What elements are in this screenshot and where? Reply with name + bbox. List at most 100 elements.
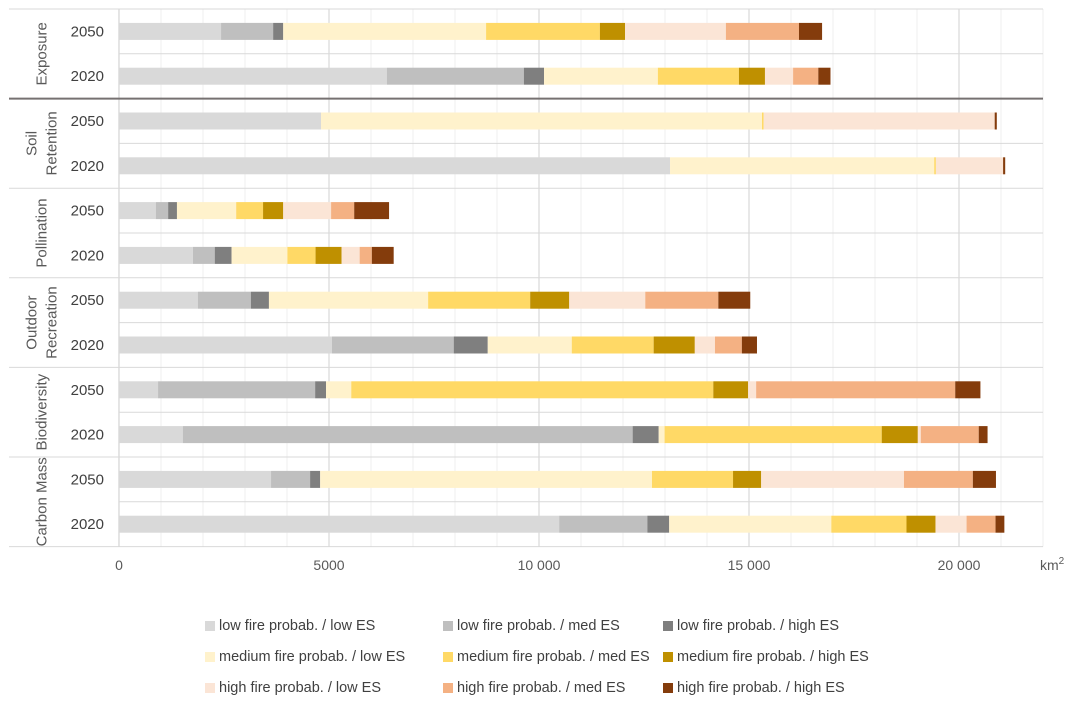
legend-swatch xyxy=(443,620,453,631)
bar-segment xyxy=(955,381,981,399)
legend-item: medium fire probab. / high ES xyxy=(663,649,893,665)
bar-segment xyxy=(881,426,918,444)
bar-segment xyxy=(192,246,215,264)
bar-segment xyxy=(283,202,332,220)
group-label: Pollination xyxy=(34,198,51,267)
legend-swatch xyxy=(205,620,215,631)
bar-segment xyxy=(371,246,394,264)
bar-segment xyxy=(119,470,272,488)
legend-item: high fire probab. / low ES xyxy=(205,680,443,696)
legend-label: high fire probab. / high ES xyxy=(677,679,845,696)
bar-segment xyxy=(287,246,316,264)
legend-label: low fire probab. / med ES xyxy=(457,617,620,634)
bar-segment xyxy=(119,202,156,220)
bar-segment xyxy=(453,336,488,354)
bar-segment xyxy=(486,22,600,40)
bar-segment xyxy=(351,381,714,399)
bar-segment xyxy=(119,381,159,399)
year-label: 2050 xyxy=(71,471,104,488)
bar-segment xyxy=(119,515,560,533)
bar-segment xyxy=(119,112,322,130)
legend-swatch xyxy=(443,682,453,693)
bar-segment xyxy=(250,291,269,309)
bar-segment xyxy=(978,426,988,444)
bar-segment xyxy=(569,291,646,309)
bar-segment xyxy=(331,336,454,354)
bar-segment xyxy=(972,470,996,488)
bar-segment xyxy=(669,515,832,533)
bar-segment xyxy=(523,67,545,85)
year-label: 2020 xyxy=(71,516,104,533)
legend-item: low fire probab. / med ES xyxy=(443,618,663,634)
bar-segment xyxy=(653,336,695,354)
bar-segment xyxy=(283,22,487,40)
bar-segment xyxy=(632,426,659,444)
bar-segment xyxy=(658,426,665,444)
year-label: 2050 xyxy=(71,382,104,399)
legend-item: medium fire probab. / low ES xyxy=(205,649,443,665)
bar-segment xyxy=(714,336,742,354)
bar-segment xyxy=(670,157,935,175)
group-label: Soil xyxy=(24,131,41,156)
legend-label: high fire probab. / low ES xyxy=(219,679,382,696)
year-label: 2020 xyxy=(71,427,104,444)
bar-segment xyxy=(934,157,936,175)
legend-label: high fire probab. / med ES xyxy=(457,679,626,696)
legend-item: high fire probab. / med ES xyxy=(443,680,663,696)
year-label: 2050 xyxy=(71,23,104,40)
bar-segment xyxy=(119,426,183,444)
bar-segment xyxy=(741,336,757,354)
bar-segment xyxy=(713,381,749,399)
legend-label: medium fire probab. / med ES xyxy=(457,648,650,665)
bar-segment xyxy=(645,291,719,309)
legend-swatch xyxy=(443,651,453,662)
year-label: 2020 xyxy=(71,337,104,354)
bar-segment xyxy=(530,291,570,309)
bar-segment xyxy=(647,515,670,533)
year-label: 2050 xyxy=(71,203,104,220)
bar-segment xyxy=(762,112,764,130)
bar-segment xyxy=(182,426,633,444)
bar-segment xyxy=(214,246,232,264)
year-label: 2050 xyxy=(71,113,104,130)
bar-segment xyxy=(599,22,626,40)
group-label: Exposure xyxy=(34,22,51,85)
bar-segment xyxy=(995,515,1005,533)
bar-segment xyxy=(831,515,907,533)
legend-swatch xyxy=(663,682,673,693)
legend: low fire probab. / low ES low fire proba… xyxy=(205,610,905,703)
bar-segment xyxy=(903,470,973,488)
legend-label: low fire probab. / low ES xyxy=(219,617,376,634)
bar-segment xyxy=(920,426,979,444)
year-label: 2020 xyxy=(71,247,104,264)
group-label: Retention xyxy=(44,111,61,175)
bar-segment xyxy=(263,202,284,220)
bar-segment xyxy=(761,470,904,488)
bar-segment xyxy=(1003,157,1006,175)
bar-segment xyxy=(625,22,726,40)
bar-segment xyxy=(271,470,311,488)
x-tick-label: 20 000 xyxy=(938,557,981,573)
bar-segment xyxy=(651,470,734,488)
bar-segment xyxy=(487,336,572,354)
legend-label: medium fire probab. / low ES xyxy=(219,648,406,665)
group-label: Recreation xyxy=(44,286,61,359)
bar-segment xyxy=(315,381,327,399)
bar-segment xyxy=(354,202,390,220)
legend-item: high fire probab. / high ES xyxy=(663,680,893,696)
bar-segment xyxy=(935,515,967,533)
bar-segment xyxy=(359,246,372,264)
bar-segment xyxy=(168,202,177,220)
legend-label: medium fire probab. / high ES xyxy=(677,648,869,665)
x-tick-label: 0 xyxy=(115,557,123,573)
bar-segment xyxy=(544,67,658,85)
x-tick-label: 10 000 xyxy=(518,557,561,573)
bar-segment xyxy=(310,470,321,488)
legend-row: low fire probab. / low ES low fire proba… xyxy=(205,610,905,641)
legend-swatch xyxy=(205,682,215,693)
bar-segment xyxy=(236,202,264,220)
bar-segment xyxy=(748,381,757,399)
bar-segment xyxy=(119,336,332,354)
bar-segment xyxy=(119,157,671,175)
